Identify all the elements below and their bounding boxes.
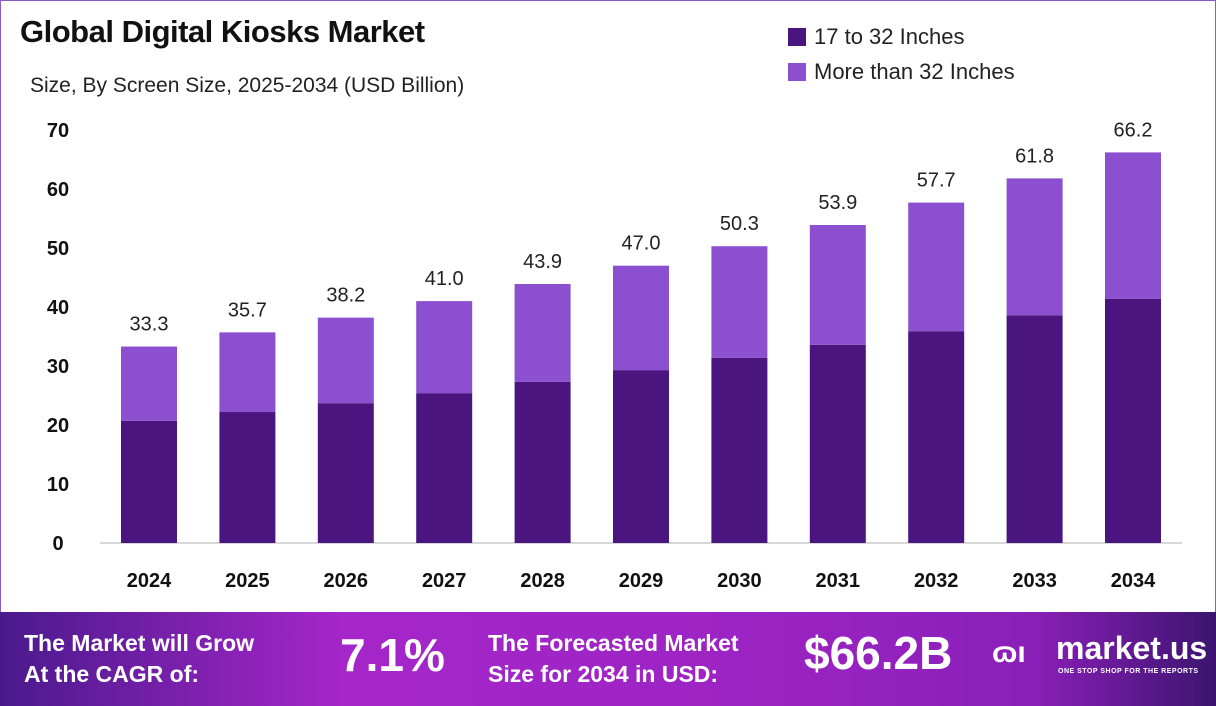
- total-label: 43.9: [523, 251, 562, 273]
- bar-segment-17-32-2026: [317, 403, 374, 543]
- legend-item-17-32: 17 to 32 Inches: [788, 24, 964, 50]
- cagr-label: The Market will Grow At the CAGR of:: [24, 630, 255, 687]
- bar-segment-more-than-32-2031: [809, 224, 866, 345]
- bar-segment-more-than-32-2034: [1105, 152, 1161, 299]
- forecast-value: $66.2B: [804, 627, 953, 679]
- bar-segment-17-32-2028: [514, 381, 571, 543]
- total-label: 38.2: [326, 285, 365, 307]
- chart-subtitle: Size, By Screen Size, 2025-2034 (USD Bil…: [30, 74, 465, 97]
- cagr-value: 7.1%: [340, 629, 445, 681]
- y-tick-label: 30: [47, 356, 69, 378]
- y-tick-label: 60: [47, 179, 69, 201]
- legend-label: More than 32 Inches: [814, 59, 1015, 84]
- y-tick-label: 70: [47, 120, 69, 142]
- total-label: 66.2: [1114, 119, 1153, 141]
- total-label: 35.7: [228, 299, 267, 321]
- legend-item-32-plus: More than 32 Inches: [788, 59, 1015, 85]
- legend-swatch: [788, 28, 806, 46]
- total-label: 53.9: [818, 192, 857, 214]
- y-tick-label: 10: [47, 474, 69, 496]
- y-tick-label: 40: [47, 297, 69, 319]
- bar-segment-more-than-32-2026: [317, 317, 374, 404]
- bar-segment-17-32-2030: [711, 357, 768, 543]
- total-label: 57.7: [917, 170, 956, 192]
- x-tick-label: 2030: [717, 570, 762, 592]
- total-label: 47.0: [622, 233, 661, 255]
- bar-segment-more-than-32-2027: [416, 301, 473, 394]
- bar-segment-17-32-2024: [121, 420, 177, 543]
- total-label: 33.3: [130, 314, 169, 336]
- logo-text: market.us: [1056, 630, 1208, 666]
- bar-segment-more-than-32-2025: [219, 332, 276, 413]
- bar-segment-17-32-2027: [416, 393, 473, 543]
- y-tick-label: 20: [47, 415, 69, 437]
- bar-segment-17-32-2031: [809, 344, 866, 543]
- bar-segment-17-32-2029: [613, 370, 669, 543]
- bar-segment-17-32-2034: [1105, 298, 1161, 543]
- x-tick-label: 2033: [1012, 570, 1057, 592]
- x-tick-label: 2032: [914, 570, 959, 592]
- bar-segment-more-than-32-2030: [711, 246, 768, 358]
- x-tick-label: 2027: [422, 570, 467, 592]
- bar-segment-more-than-32-2024: [121, 346, 177, 421]
- x-tick-label: 2026: [324, 570, 369, 592]
- x-tick-label: 2031: [816, 570, 861, 592]
- bar-segment-17-32-2025: [219, 412, 276, 543]
- footer-banner: The Market will Grow At the CAGR of: 7.1%…: [0, 612, 1216, 706]
- total-label: 61.8: [1015, 145, 1054, 167]
- x-tick-label: 2025: [225, 570, 270, 592]
- y-tick-label: 0: [52, 533, 63, 555]
- x-tick-label: 2029: [619, 570, 664, 592]
- bar-segment-more-than-32-2033: [1006, 178, 1063, 316]
- chart-title: Global Digital Kiosks Market: [20, 14, 425, 49]
- y-tick-label: 50: [47, 238, 69, 260]
- bar-segment-more-than-32-2029: [613, 265, 669, 371]
- x-tick-label: 2028: [520, 570, 565, 592]
- bar-chart: 01020304050607033.3202435.7202538.220264…: [47, 119, 1182, 592]
- x-tick-label: 2024: [127, 570, 172, 592]
- bar-segment-more-than-32-2028: [514, 283, 571, 382]
- bar-segment-more-than-32-2032: [908, 202, 965, 332]
- legend-swatch: [788, 63, 806, 81]
- logo-icon: ɷı: [992, 636, 1026, 669]
- legend-label: 17 to 32 Inches: [814, 24, 965, 49]
- x-tick-label: 2034: [1111, 570, 1156, 592]
- logo-tagline: ONE STOP SHOP FOR THE REPORTS: [1058, 668, 1199, 675]
- bar-segment-17-32-2033: [1006, 315, 1063, 543]
- forecast-label: The Forecasted Market Size for 2034 in US…: [488, 630, 739, 687]
- bar-segment-17-32-2032: [908, 331, 965, 543]
- total-label: 41.0: [425, 268, 464, 290]
- total-label: 50.3: [720, 213, 759, 235]
